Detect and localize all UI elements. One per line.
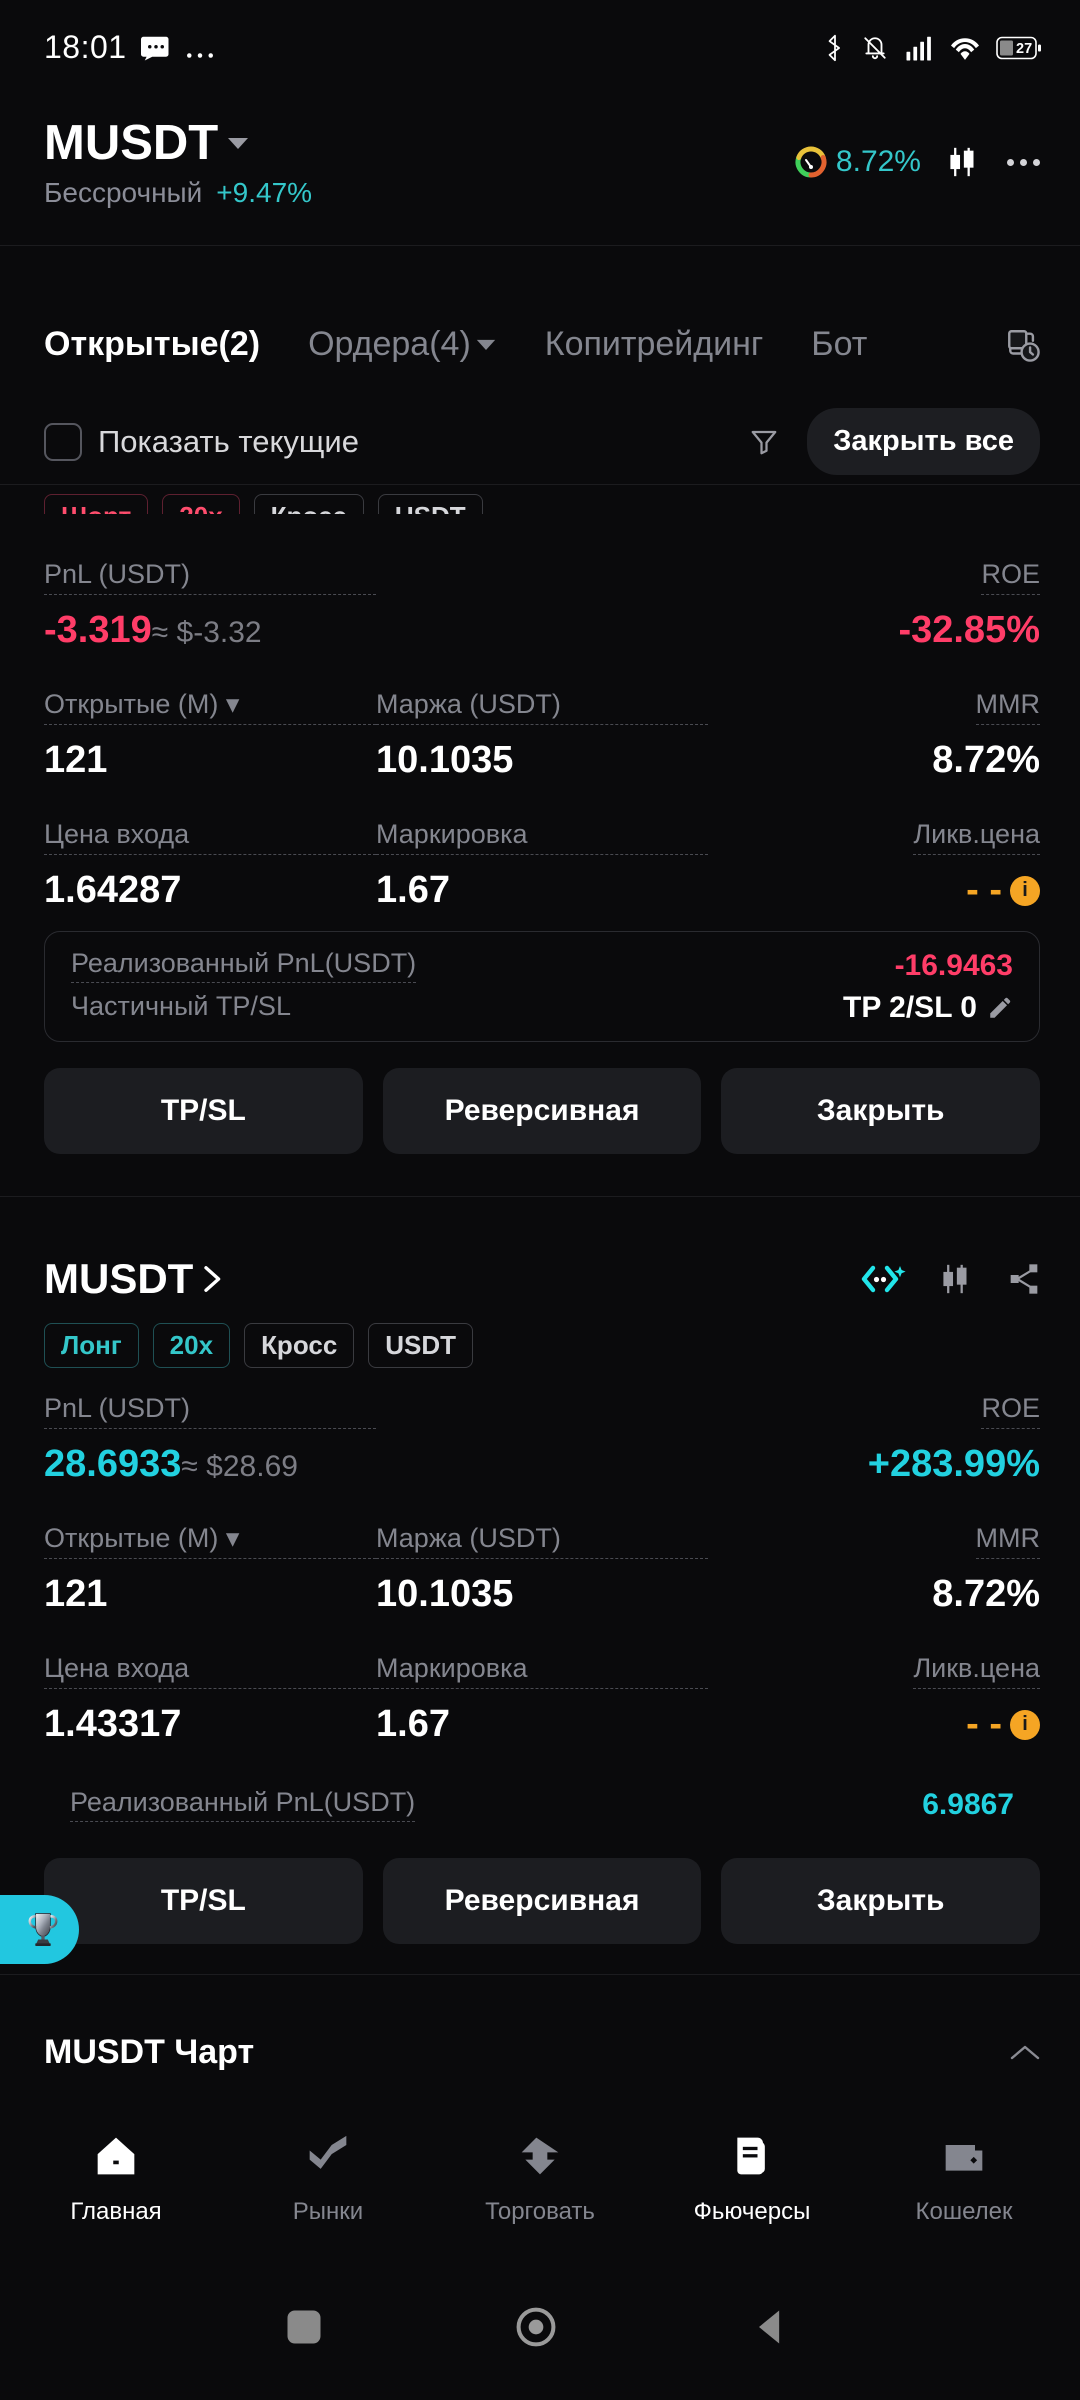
svg-text:27: 27 [1016,41,1032,57]
